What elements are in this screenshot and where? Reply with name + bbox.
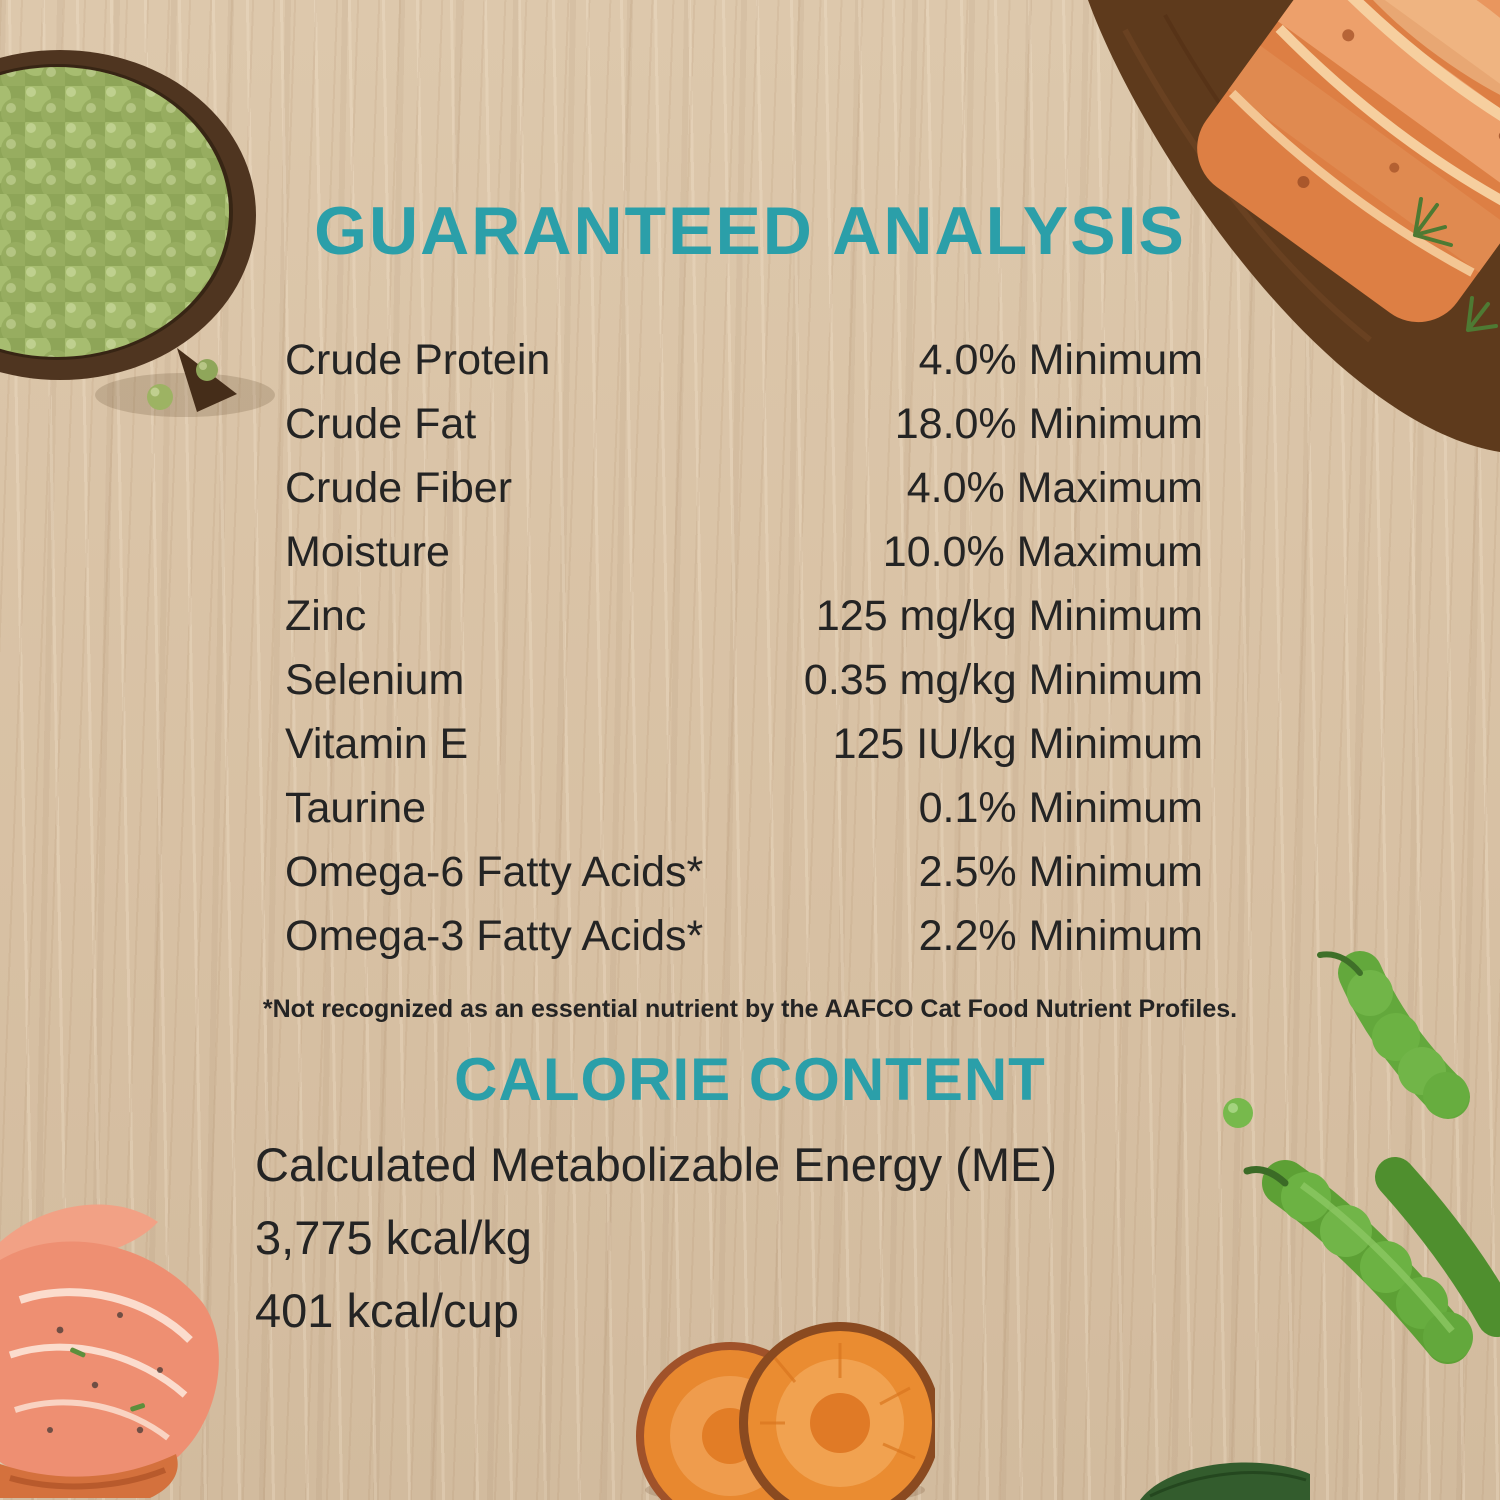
nutrient-label: Crude Fiber: [285, 464, 513, 512]
nutrient-label: Crude Protein: [285, 336, 551, 384]
table-row: Crude Fat 18.0% Minimum: [285, 392, 1203, 456]
nutrient-label: Zinc: [285, 592, 367, 640]
table-row: Taurine 0.1% Minimum: [285, 776, 1203, 840]
guaranteed-analysis-title: GUARANTEED ANALYSIS: [314, 193, 1186, 269]
metabolizable-energy-line: Calculated Metabolizable Energy (ME): [255, 1138, 1057, 1191]
nutrient-value: 18.0% Minimum: [894, 400, 1203, 448]
nutrient-value: 4.0% Maximum: [906, 464, 1203, 512]
nutrient-value: 4.0% Minimum: [918, 336, 1203, 384]
table-row: Zinc 125 mg/kg Minimum: [285, 584, 1203, 648]
kcal-per-cup-line: 401 kcal/cup: [255, 1284, 519, 1337]
calorie-content-heading: CALORIE CONTENT: [454, 1046, 1046, 1113]
analysis-table: Crude Protein 4.0% Minimum Crude Fat 18.…: [285, 328, 1203, 968]
nutrient-label: Vitamin E: [285, 720, 469, 768]
nutrient-label: Selenium: [285, 656, 465, 704]
nutrient-label: Moisture: [285, 528, 450, 576]
nutrient-label: Taurine: [285, 784, 427, 832]
nutrient-label: Crude Fat: [285, 400, 477, 448]
nutrient-value: 0.35 mg/kg Minimum: [803, 656, 1203, 704]
nutrient-label: Omega-6 Fatty Acids*: [285, 848, 704, 896]
table-row: Selenium 0.35 mg/kg Minimum: [285, 648, 1203, 712]
table-row: Crude Fiber 4.0% Maximum: [285, 456, 1203, 520]
table-row: Vitamin E 125 IU/kg Minimum: [285, 712, 1203, 776]
table-row: Omega-6 Fatty Acids* 2.5% Minimum: [285, 840, 1203, 904]
nutrient-value: 125 mg/kg Minimum: [815, 592, 1203, 640]
leaf-image: [1140, 1462, 1310, 1500]
nutrient-value: 125 IU/kg Minimum: [832, 720, 1203, 768]
nutrient-label: Omega-3 Fatty Acids*: [285, 912, 704, 960]
aafco-footnote: *Not recognized as an essential nutrient…: [262, 995, 1238, 1023]
nutrient-value: 2.5% Minimum: [918, 848, 1203, 896]
kcal-per-kg-line: 3,775 kcal/kg: [255, 1211, 532, 1264]
table-row: Omega-3 Fatty Acids* 2.2% Minimum: [285, 904, 1203, 968]
table-row: Moisture 10.0% Maximum: [285, 520, 1203, 584]
table-row: Crude Protein 4.0% Minimum: [285, 328, 1203, 392]
nutrient-value: 0.1% Minimum: [918, 784, 1203, 832]
nutrient-value: 10.0% Maximum: [882, 528, 1203, 576]
nutrient-value: 2.2% Minimum: [918, 912, 1203, 960]
calorie-content-block: Calculated Metabolizable Energy (ME) 3,7…: [255, 1128, 1255, 1347]
raw-salmon-piece-image: [0, 1204, 219, 1498]
